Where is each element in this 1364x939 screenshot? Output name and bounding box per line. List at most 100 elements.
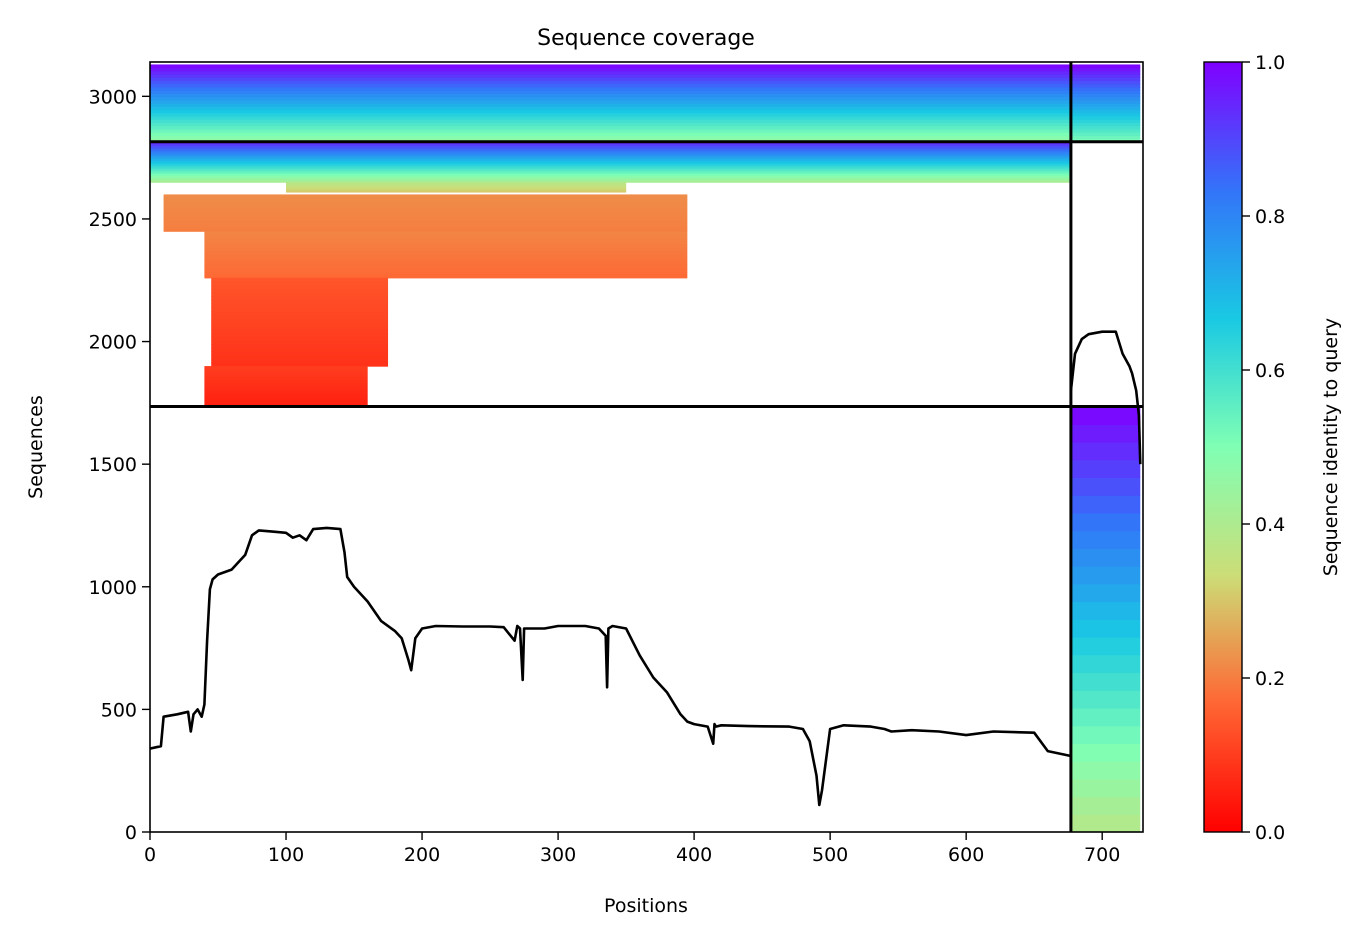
y-tick-label: 500 [101,699,137,721]
identity-band-7-slice [204,384,368,387]
identity-band-1-slice [1070,103,1141,107]
identity-band-6-slice [211,318,389,323]
colorbar-tick-label: 0.6 [1255,360,1285,382]
identity-band-6-slice [211,292,389,297]
identity-band-5-slice [204,233,688,236]
identity-band-7-slice [204,403,368,406]
identity-band-7-slice [204,391,368,394]
identity-band-1-slice [1070,80,1141,85]
identity-band-0-slice [150,112,1071,117]
colorbar-tick-label: 0.8 [1255,206,1285,228]
y-tick-label: 0 [125,822,137,844]
x-tick-label: 500 [812,844,848,866]
identity-band-4-slice [163,209,688,212]
identity-band-6-slice [211,362,389,367]
identity-band-5-slice [204,256,688,259]
y-tick-label: 2000 [89,332,137,354]
identity-band-1-slice [1070,90,1141,95]
y-tick-label: 2500 [89,209,137,231]
identity-band-5-slice [204,246,688,250]
identity-band-0-slice [150,115,1071,120]
identity-band-6-slice [211,288,389,294]
colorbar-tick-label: 1.0 [1255,52,1285,74]
identity-band-4-slice [163,208,688,211]
identity-band-5-slice [204,266,688,269]
x-tick-label: 200 [404,844,440,866]
identity-band-5-slice [204,231,688,234]
identity-band-6-slice [211,310,389,316]
identity-band-0-slice [150,86,1071,91]
identity-band-8-slice [1070,725,1141,744]
identity-band-7-slice [204,396,368,399]
identity-band-1-slice [1070,125,1141,130]
identity-band-6-slice [211,277,389,283]
identity-band-1-slice [1070,83,1141,88]
y-tick-label: 1000 [89,577,137,599]
identity-band-2-slice [150,161,1071,165]
coverage-lines [150,330,1142,807]
chart-title: Sequence coverage [537,26,755,51]
identity-band-5-slice [204,252,688,256]
identity-band-7-slice [204,381,368,384]
identity-band-4-slice [163,225,688,228]
identity-band-4-slice [163,228,688,231]
identity-band-1-slice [1070,135,1141,140]
identity-band-7-slice [204,374,368,377]
identity-band-1-slice [1070,70,1141,75]
identity-band-7-slice [204,398,368,401]
identity-band-2-slice [150,173,1071,177]
identity-band-0-slice [150,96,1071,101]
identity-band-4-slice [163,197,688,200]
identity-band-6-slice [211,314,389,319]
identity-band-2-slice [150,170,1071,173]
identity-band-8-slice [1070,424,1141,443]
identity-band-5-slice [204,258,688,261]
identity-band-0-slice [150,99,1071,104]
identity-band-4-slice [163,194,688,197]
identity-band-2-slice [150,145,1071,148]
identity-band-2-slice [150,156,1071,160]
identity-band-8-slice [1070,530,1141,549]
identity-band-5-slice [204,271,688,275]
identity-band-5-slice [204,270,688,273]
identity-band-2-slice [150,165,1071,168]
identity-band-6-slice [211,281,389,286]
identity-band-8-slice [1070,814,1141,832]
identity-band-8-slice [1070,495,1141,514]
identity-band-4-slice [163,214,688,217]
identity-band-6-slice [211,332,389,338]
identity-band-0-slice [150,93,1071,98]
colorbar-ticks: 0.0 0.2 0.4 0.6 0.8 1.0 [1242,52,1285,844]
identity-band-5-slice [204,250,688,254]
identity-band-2-slice [150,146,1071,150]
identity-band-5-slice [204,237,688,240]
identity-band-2-slice [150,155,1071,158]
identity-band-2-slice [150,160,1071,163]
identity-band-6-slice [211,329,389,334]
identity-band-7-slice [204,372,368,376]
identity-band-5-slice [204,244,688,248]
identity-band-5-slice [204,240,688,244]
identity-band-4-slice [163,205,688,208]
identity-band-0-slice [150,80,1071,85]
y-tick-label: 1500 [89,454,137,476]
identity-band-1-slice [1070,77,1141,82]
identity-band-5-slice [204,262,688,265]
colorbar-tick-label: 0.2 [1255,668,1285,690]
identity-band-5-slice [204,260,688,263]
x-tick-label: 700 [1084,844,1120,866]
identity-band-8-slice [1070,601,1141,620]
identity-band-2-slice [150,177,1071,180]
identity-band-1-slice [1070,119,1141,123]
y-tick-label: 3000 [89,86,137,108]
x-tick-label: 600 [948,844,984,866]
identity-band-0-slice [150,109,1071,114]
identity-band-5-slice [204,238,688,242]
identity-band-6-slice [211,321,389,327]
coverage-line-chain2 [1069,330,1142,465]
identity-band-0-slice [150,106,1071,111]
identity-band-7-slice [204,393,368,396]
identity-band-6-slice [211,344,389,349]
identity-band-0-slice [150,125,1071,130]
identity-band-2-slice [150,151,1071,155]
